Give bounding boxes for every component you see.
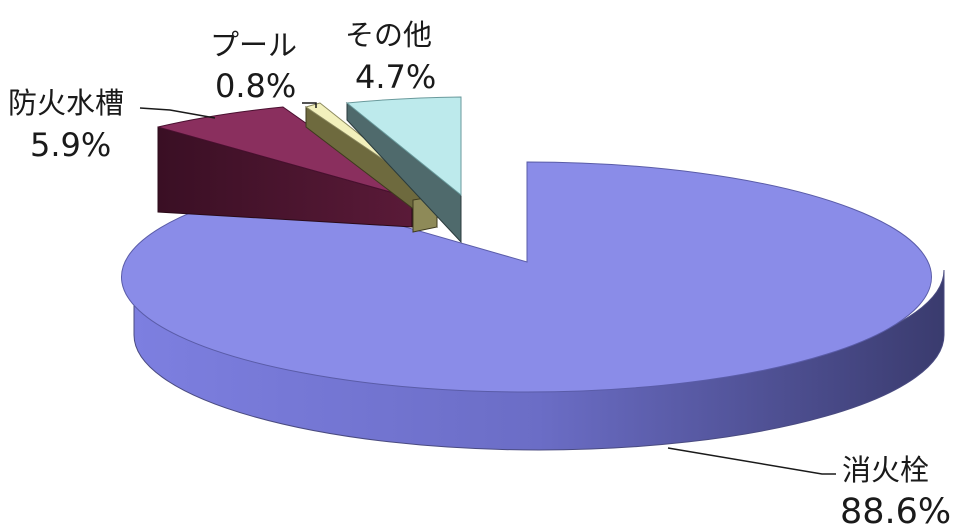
- slice-tank-top: [157, 106, 413, 199]
- label-pool-pct: 0.8%: [215, 67, 296, 105]
- leader-line-pool: [302, 102, 317, 108]
- label-tank-pct: 5.9%: [30, 126, 111, 164]
- labels: 防火水槽 5.9% プール 0.8% その他 4.7% 消火栓 88.6%: [8, 18, 951, 530]
- label-other-name: その他: [345, 18, 432, 52]
- leader-line-hydrant: [667, 447, 836, 475]
- slice-other: [345, 96, 462, 244]
- slice-tank: [157, 106, 413, 228]
- label-pool-name: プール: [210, 28, 297, 62]
- slice-other-top: [345, 96, 462, 197]
- leader-lines: [139, 102, 836, 475]
- label-hydrant-pct: 88.6%: [840, 492, 951, 530]
- label-hydrant-name: 消火栓: [842, 453, 929, 487]
- leader-line-tank: [139, 107, 216, 119]
- label-tank-name: 防火水槽: [8, 86, 124, 120]
- label-other-pct: 4.7%: [355, 58, 436, 96]
